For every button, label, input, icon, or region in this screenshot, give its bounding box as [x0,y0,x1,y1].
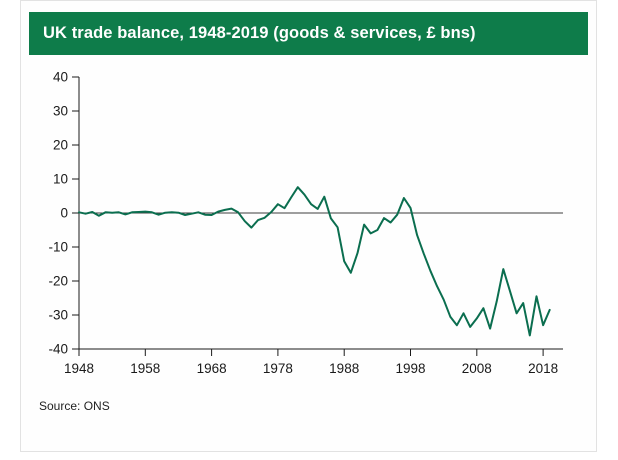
y-tick-label: 40 [53,69,68,84]
chart-title-bar: UK trade balance, 1948-2019 (goods & ser… [29,12,588,55]
x-tick-label: 1958 [130,361,160,376]
trade-balance-line [78,185,551,337]
y-tick-label: -30 [48,307,68,322]
y-tick-label: 0 [60,205,68,220]
x-tick-label: 1978 [263,361,293,376]
x-tick-label: 1968 [197,361,227,376]
y-tick-label: 20 [53,137,68,152]
x-tick-label: 2018 [528,361,558,376]
x-tick-label: 1998 [395,361,425,376]
trade-balance-chart: 40 30 20 10 0 -10 -20 -30 -40 1948 1958 1968 1978 198… [48,69,563,376]
x-tick-label: 1988 [329,361,359,376]
y-tick-label: 10 [53,171,68,186]
y-tick-label: 30 [53,103,68,118]
x-tick-label: 2008 [462,361,492,376]
y-tick-label: -10 [48,239,68,254]
y-tick-label: -20 [48,273,68,288]
chart-card: UK trade balance, 1948-2019 (goods & ser… [20,0,597,452]
y-tick-label: -40 [48,341,68,356]
chart-area: 40 30 20 10 0 -10 -20 -30 -40 1948 1958 1968 1978 198… [27,63,596,395]
x-tick-label: 1948 [64,361,94,376]
chart-title: UK trade balance, 1948-2019 (goods & ser… [43,24,476,42]
source-label: Source: ONS [39,398,110,413]
